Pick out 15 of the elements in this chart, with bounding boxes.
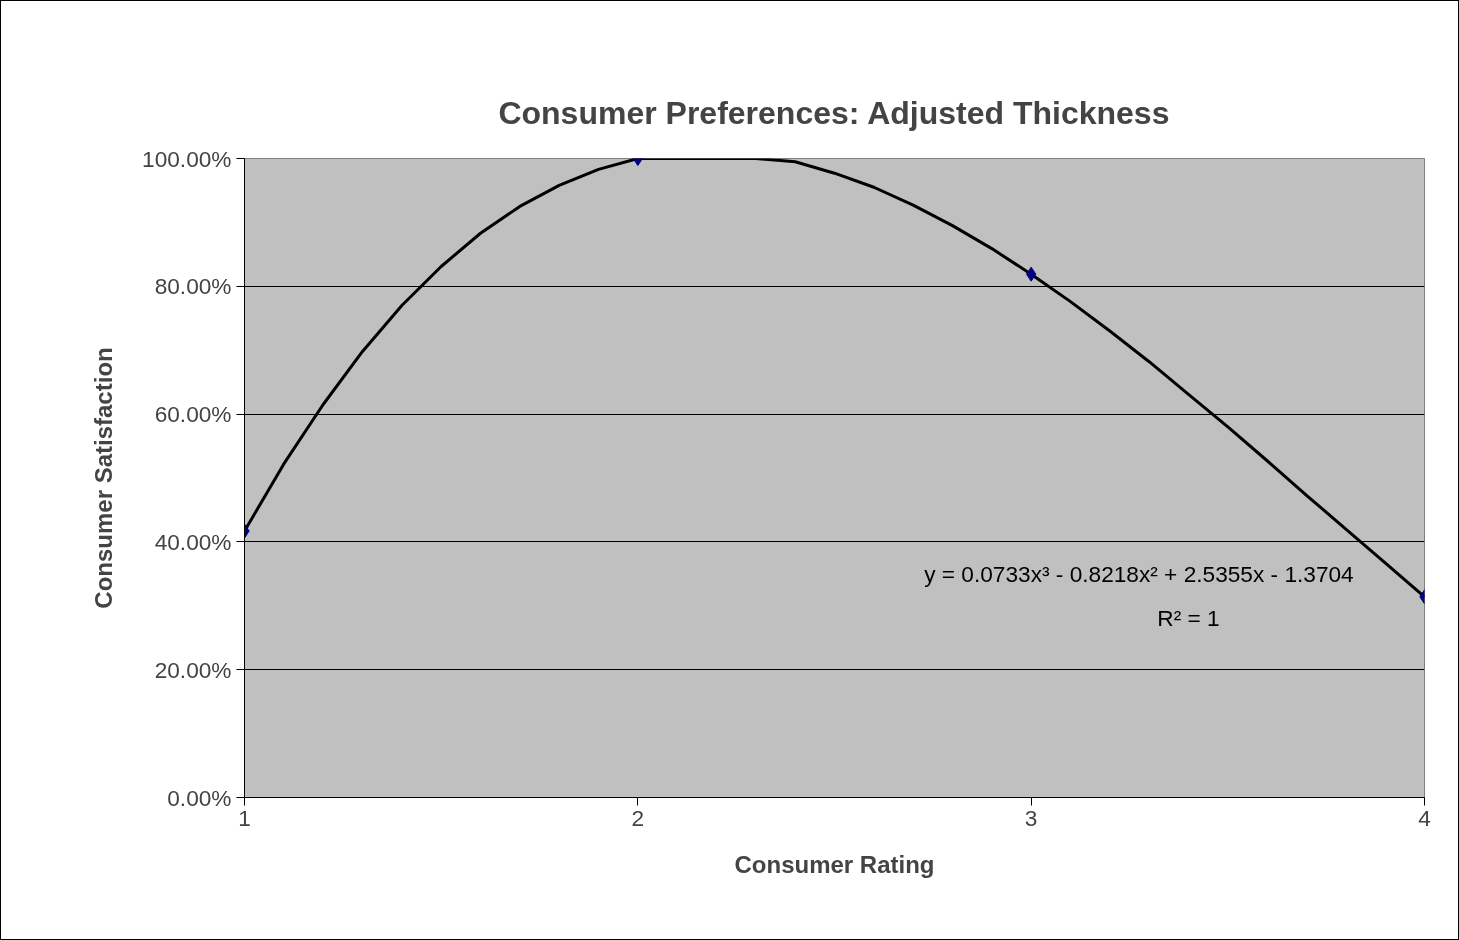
x-tick-label: 2 (631, 804, 645, 831)
y-tick-label: 100.00% (142, 145, 232, 172)
y-tick-label: 20.00% (154, 656, 232, 683)
x-tick-label: 3 (1024, 804, 1038, 831)
y-tick-label: 80.00% (154, 273, 232, 300)
x-axis-title: Consumer Rating (734, 850, 935, 878)
y-tick-label: 60.00% (154, 401, 232, 428)
x-tick-label: 4 (1418, 804, 1431, 831)
y-tick-label: 40.00% (154, 528, 232, 555)
y-tick-label: 0.00% (167, 784, 232, 811)
annotation: R² = 1 (1157, 605, 1220, 632)
chart-title: Consumer Preferences: Adjusted Thickness (498, 95, 1170, 131)
x-tick-label: 1 (238, 804, 251, 831)
annotation: y = 0.0733x³ - 0.8218x² + 2.5355x - 1.3704 (924, 560, 1354, 587)
y-axis-title: Consumer Satisfaction (90, 347, 118, 609)
